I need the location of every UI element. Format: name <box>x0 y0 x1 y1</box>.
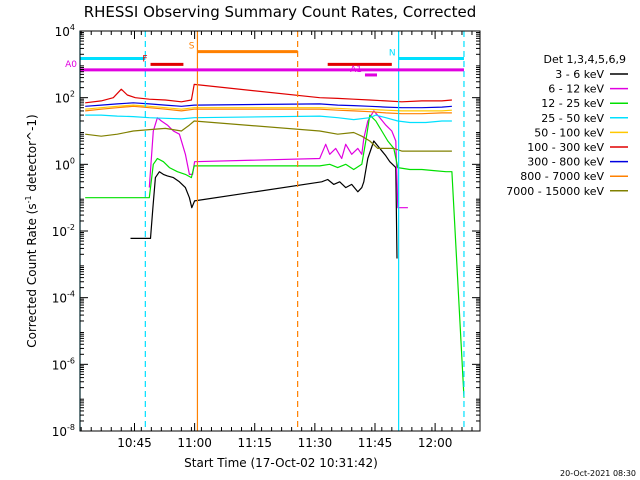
flag-label-7: A1 <box>350 65 362 75</box>
plot-area <box>80 31 480 431</box>
x-tick-label: 11:30 <box>298 436 333 450</box>
legend-entry-label: 12 - 25 keV <box>541 97 604 110</box>
series-line-4 <box>85 114 452 124</box>
y-tick-label: 10-6 <box>52 356 75 372</box>
legend-entry-label: 300 - 800 keV <box>527 156 604 169</box>
x-tick-label: 11:15 <box>237 436 272 450</box>
y-tick-label: 100 <box>55 156 75 172</box>
series-line-8 <box>85 105 452 115</box>
series-line-7 <box>85 102 452 109</box>
plot-background <box>80 31 480 431</box>
legend-title: Det 1,3,4,5,6,9 <box>543 53 626 66</box>
x-tick-label: 12:00 <box>418 436 453 450</box>
legend-entry-label: 3 - 6 keV <box>555 68 604 81</box>
x-tick-label: 11:45 <box>358 436 393 450</box>
annotation-group: N S F A0 A1 <box>65 31 465 431</box>
legend-entry-label: 7000 - 15000 keV <box>506 185 604 198</box>
legend-entry-label: 6 - 12 keV <box>548 83 604 96</box>
axes-group: 10:45 11:00 11:15 11:30 11:45 12:00 104 102 100 1… <box>24 23 481 450</box>
y-tick-label: 10-8 <box>52 423 75 439</box>
x-axis-label: Start Time (17-Oct-02 10:31:42) <box>184 456 378 470</box>
x-tick-label: 10:45 <box>117 436 152 450</box>
flag-label-2: N <box>389 48 396 58</box>
legend-entry-label: 100 - 300 keV <box>527 141 604 154</box>
y-tick-label: 10-2 <box>52 223 75 239</box>
y-axis-label: Corrected Count Rate (s-1 detector^-1) <box>24 114 39 348</box>
y-tick-label: 104 <box>55 23 75 39</box>
footer-timestamp: 20-Oct-2021 08:30 <box>560 469 636 478</box>
legend-entry-label: 800 - 7000 keV <box>520 170 604 183</box>
flag-label-4: F <box>142 54 147 64</box>
legend-entry-label: 50 - 100 keV <box>534 126 604 139</box>
chart-title: RHESSI Observing Summary Count Rates, Co… <box>84 3 477 21</box>
series-line-5 <box>85 104 452 112</box>
flag-label-6: A0 <box>65 60 77 70</box>
series-line-1 <box>130 140 398 259</box>
y-tick-label: 102 <box>55 90 75 106</box>
flag-label-3: S <box>189 42 195 52</box>
series-group <box>85 83 465 398</box>
x-tick-label: 11:00 <box>177 436 212 450</box>
legend-entry-label: 25 - 50 keV <box>541 112 604 125</box>
series-line-3 <box>85 114 465 398</box>
y-tick-label: 10-4 <box>52 290 75 306</box>
